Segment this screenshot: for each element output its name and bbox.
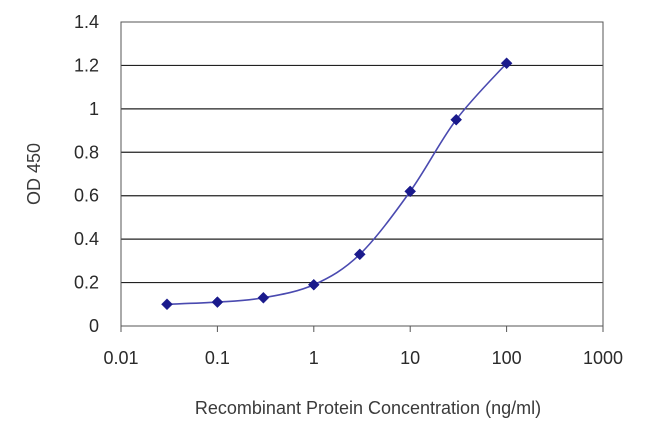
data-point-marker: [500, 57, 513, 70]
x-tick-label: 1000: [583, 348, 623, 368]
y-tick-label: 0: [89, 316, 99, 336]
gridlines: [121, 64, 603, 284]
x-tick-label: 10: [400, 348, 420, 368]
y-axis-title: OD 450: [24, 143, 44, 205]
y-tick-label: 0.2: [74, 273, 99, 293]
x-tick-label: 0.1: [205, 348, 230, 368]
data-point-marker: [450, 113, 463, 126]
series-line: [166, 62, 508, 306]
data-point-marker: [307, 278, 320, 291]
x-tick-label: 0.01: [103, 348, 138, 368]
x-axis-ticks: [120, 326, 604, 332]
data-point-marker: [404, 185, 417, 198]
series-curve: [166, 62, 508, 306]
plot-area-frame: [120, 21, 604, 327]
data-point-marker: [161, 298, 173, 311]
y-tick-label: 0.6: [74, 186, 99, 206]
y-tick-label: 1.2: [74, 55, 99, 75]
y-tick-label: 1: [89, 99, 99, 119]
data-point-marker: [211, 296, 224, 308]
x-axis-title: Recombinant Protein Concentration (ng/ml…: [195, 398, 541, 418]
series-markers: [161, 57, 513, 311]
x-tick-label: 1: [309, 348, 319, 368]
data-point-marker: [257, 291, 270, 304]
y-tick-label: 0.8: [74, 142, 99, 162]
y-tick-label: 1.4: [74, 12, 99, 32]
x-tick-label: 100: [492, 348, 522, 368]
y-tick-label: 0.4: [74, 229, 99, 249]
data-point-marker: [353, 248, 366, 261]
